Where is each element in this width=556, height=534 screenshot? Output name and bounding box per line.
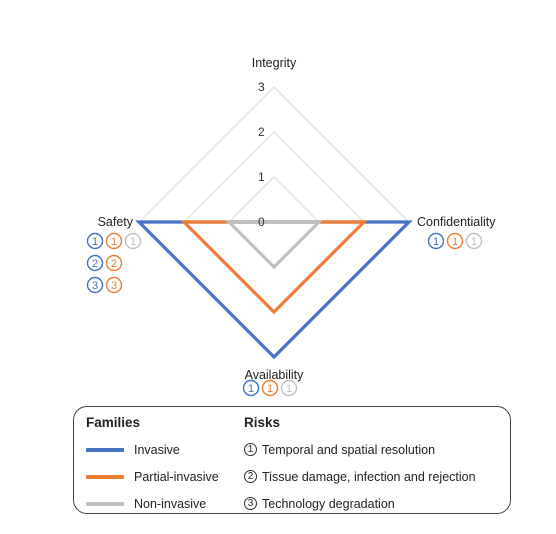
risk-marker-number: 1 [286,383,292,395]
legend-risks: Risks 1 Temporal and spatial resolution … [244,415,476,517]
legend-line-partial-invasive [86,474,124,479]
risk-marker-circle [86,232,104,250]
risk-marker-circle [242,379,260,397]
risk-marker-number: 1 [267,383,273,395]
legend-line-non-invasive [86,501,124,506]
risk-marker-number: 2 [111,258,117,270]
legend-risks-heading: Risks [244,415,281,430]
risk-marker-circle [465,232,483,250]
legend-family-label: Non-invasive [134,496,207,511]
risk-marker-number: 1 [111,236,117,248]
risk-marker-circle [86,276,104,294]
legend-risk-1: 1 Temporal and spatial resolution [244,436,476,463]
series-line-partial-invasive [180,220,368,315]
risk-marker-circle [261,379,279,397]
risk-marker-circle [105,254,123,272]
legend-risk-label: Technology degradation [262,496,395,511]
legend-risk-label: Temporal and spatial resolution [262,442,436,457]
legend-line-invasive [86,447,124,452]
risk-number-badge: 2 [244,470,257,483]
legend-risk-label: Tissue damage, infection and rejection [262,469,476,484]
risk-marker-number: 1 [471,236,477,248]
risk-marker-number: 1 [452,236,458,248]
series-line-non-invasive [225,220,323,270]
tick-label: 1 [258,170,265,184]
legend-family-invasive: Invasive [86,436,219,463]
legend-families-heading: Families [86,415,141,430]
series-line-invasive [135,220,413,360]
risk-number-badge: 1 [244,443,257,456]
tick-label: 0 [258,215,265,229]
legend-family-label: Partial-invasive [134,469,219,484]
risk-marker-circle [427,232,445,250]
risk-marker-circle [86,254,104,272]
risk-marker-number: 1 [92,236,98,248]
legend-family-non-invasive: Non-invasive [86,490,219,517]
risk-marker-number: 1 [130,236,136,248]
legend-family-partial-invasive: Partial-invasive [86,463,219,490]
risk-marker-number: 1 [248,383,254,395]
risk-marker-circle [105,232,123,250]
legend-risk-2: 2 Tissue damage, infection and rejection [244,463,476,490]
risk-marker-circle [280,379,298,397]
axis-label-confidentiality: Confidentiality [417,215,496,229]
axis-label-safety: Safety [98,215,134,229]
risk-marker-circle [105,276,123,294]
tick-label: 3 [258,80,265,94]
risk-marker-number: 3 [111,280,117,292]
risk-marker-circle [124,232,142,250]
legend-families: Families Invasive Partial-invasive Non-i… [86,415,219,517]
risk-marker-number: 1 [433,236,439,248]
legend-box: Families Invasive Partial-invasive Non-i… [73,406,511,514]
axis-label-availability: Availability [245,368,305,382]
radar-chart: 0 1 2 3 Integrity Confidentiality Availability… [86,56,497,397]
axis-label-integrity: Integrity [252,56,297,70]
radar-annotations: 1 1 1 1 1 1 1 1 1 2 2 3 3 [86,232,483,397]
tick-label: 2 [258,125,265,139]
risk-number-badge: 3 [244,497,257,510]
legend-risk-3: 3 Technology degradation [244,490,476,517]
legend-family-label: Invasive [134,442,180,457]
radar-labels: 0 1 2 3 Integrity Confidentiality Availability… [98,56,497,382]
radar-series [135,220,413,360]
risk-marker-number: 3 [92,280,98,292]
risk-marker-circle [446,232,464,250]
risk-marker-number: 2 [92,258,98,270]
